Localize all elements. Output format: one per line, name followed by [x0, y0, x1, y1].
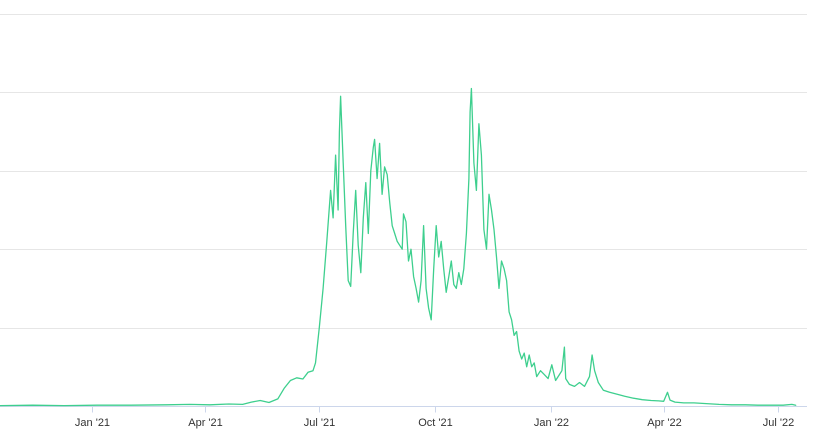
x-tick-label: Jan '21: [75, 417, 110, 429]
gridlines: [0, 14, 807, 329]
x-tick-label: Apr '22: [647, 417, 682, 429]
series-layer: [0, 87, 797, 407]
x-tick-label: Apr '21: [188, 417, 223, 429]
x-tick-label: Jul '21: [304, 417, 335, 429]
x-tick-label: Jan '22: [534, 417, 569, 429]
series-line: [0, 87, 797, 407]
x-axis: Jan '21 Apr '21 Jul '21 Oct '21 Jan '22 Apr '…: [0, 406, 807, 429]
x-tick-label: Jul '22: [763, 417, 794, 429]
x-tick-label: Oct '21: [418, 417, 453, 429]
